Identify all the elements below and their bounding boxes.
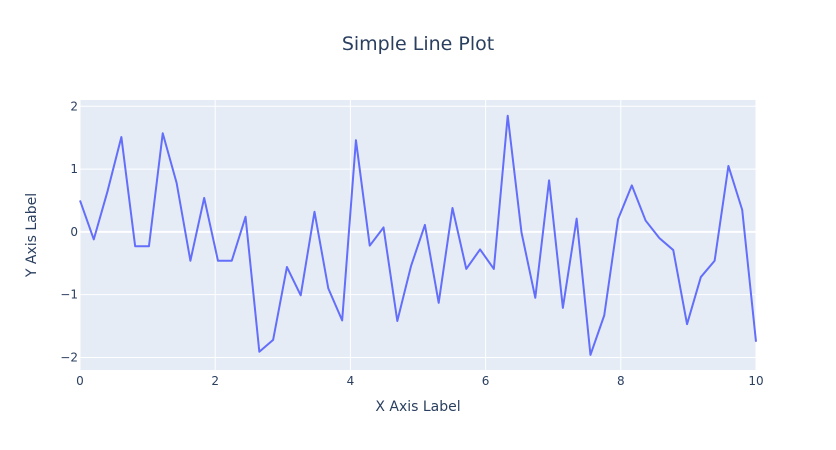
x-tick-label: 10 (748, 374, 763, 388)
data-point (438, 302, 440, 304)
data-point (658, 237, 660, 239)
data-point (424, 224, 426, 226)
data-point (603, 314, 605, 316)
grid-lines (79, 100, 757, 370)
data-point (396, 320, 398, 322)
data-point (410, 265, 412, 267)
x-tick-label: 4 (347, 374, 355, 388)
data-point (148, 245, 150, 247)
x-tick-label: 6 (482, 374, 490, 388)
data-point (755, 341, 757, 343)
data-point (645, 220, 647, 222)
data-point (589, 354, 591, 356)
data-point (548, 179, 550, 181)
data-point (534, 297, 536, 299)
data-point (383, 226, 385, 228)
data-point (286, 266, 288, 268)
data-point (300, 294, 302, 296)
y-tick-label: 2 (70, 99, 78, 113)
y-tick-label: 0 (70, 225, 78, 239)
data-point (741, 209, 743, 211)
data-point (93, 238, 95, 240)
data-point (465, 268, 467, 270)
y-tick-label: −2 (60, 350, 78, 364)
data-point (727, 165, 729, 167)
data-point (189, 260, 191, 262)
data-point (107, 190, 109, 192)
series-line (79, 114, 757, 356)
data-point (493, 268, 495, 270)
y-axis-title: Y Axis Label (24, 193, 40, 278)
data-point (176, 182, 178, 184)
tick-labels: 0 2 4 6 8 10 −2 −1 0 1 2 (60, 99, 763, 388)
y-tick-label: −1 (60, 288, 78, 302)
chart-title: Simple Line Plot (342, 33, 494, 55)
plot-area (80, 100, 756, 370)
data-point (686, 323, 688, 325)
data-point (617, 218, 619, 220)
data-point (79, 199, 81, 201)
data-point (355, 139, 357, 141)
data-point (217, 260, 219, 262)
x-tick-label: 8 (617, 374, 625, 388)
data-point (314, 211, 316, 213)
data-point (700, 276, 702, 278)
data-point (272, 339, 274, 341)
x-axis-title: X Axis Label (375, 399, 460, 415)
data-point (714, 260, 716, 262)
data-point (521, 231, 523, 233)
data-point (451, 207, 453, 209)
data-point (479, 248, 481, 250)
y-tick-label: 1 (70, 162, 78, 176)
data-point (258, 351, 260, 353)
data-point (327, 287, 329, 289)
x-tick-label: 0 (76, 374, 84, 388)
data-point (231, 260, 233, 262)
data-point (631, 184, 633, 186)
data-point (562, 307, 564, 309)
data-point (120, 136, 122, 138)
data-point (576, 218, 578, 220)
data-point (672, 249, 674, 251)
data-point (341, 319, 343, 321)
series-layer (79, 114, 757, 356)
data-point (134, 245, 136, 247)
data-point (203, 197, 205, 199)
data-point (245, 216, 247, 218)
x-tick-label: 2 (211, 374, 219, 388)
data-point (162, 132, 164, 134)
data-point (369, 245, 371, 247)
data-point (507, 115, 509, 117)
